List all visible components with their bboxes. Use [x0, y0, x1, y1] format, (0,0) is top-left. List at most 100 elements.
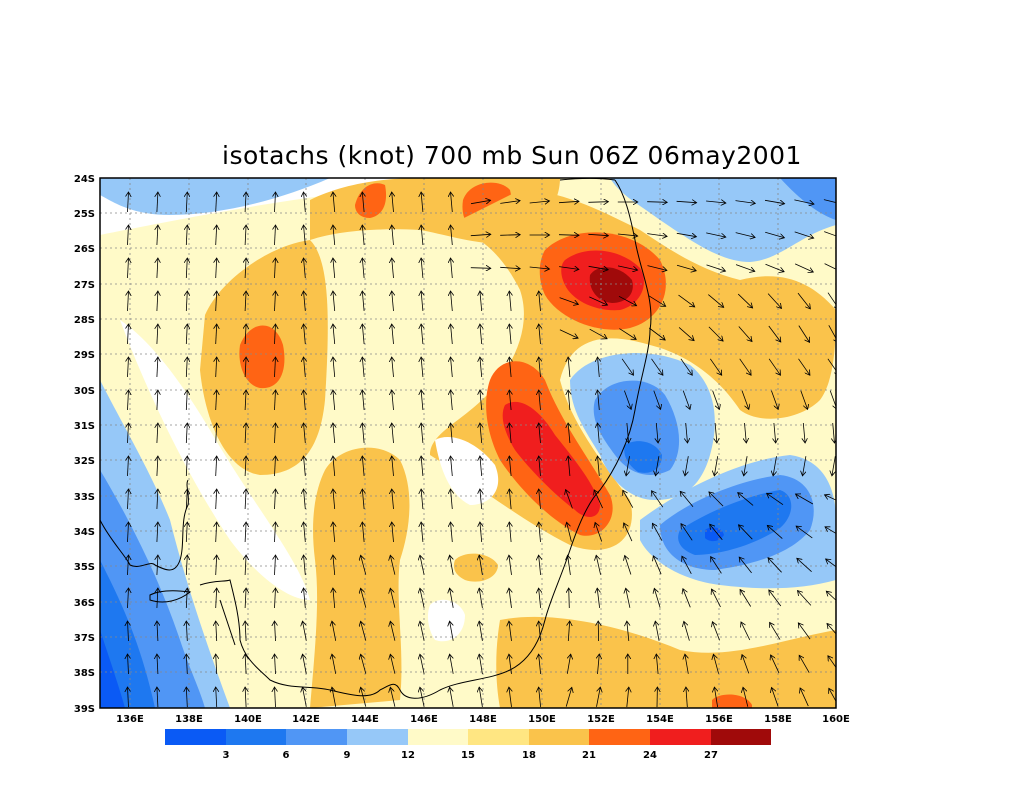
wind-vector [390, 555, 396, 575]
wind-vector [710, 524, 723, 541]
lat-label: 39S [74, 704, 95, 715]
wind-vector [680, 358, 692, 375]
wind-vector [625, 556, 632, 575]
wind-vector [647, 265, 667, 271]
wind-vector [362, 324, 364, 345]
colorbar-label: 9 [344, 750, 351, 761]
wind-vector [304, 258, 306, 279]
wind-vector [653, 390, 661, 410]
wind-vector [157, 489, 158, 510]
wind-vector [558, 235, 579, 236]
colorbar-label: 15 [461, 750, 475, 761]
colorbar-swatch [408, 729, 468, 745]
wind-vector [157, 456, 158, 477]
wind-vector [568, 621, 569, 642]
colorbar-label: 21 [582, 750, 596, 761]
lon-label: 158E [764, 714, 792, 725]
wind-vector [708, 294, 723, 308]
wind-vector [480, 522, 482, 543]
wind-vector [362, 357, 364, 378]
wind-vector [392, 258, 394, 279]
colorbar-label: 3 [223, 750, 230, 761]
wind-vector [676, 201, 697, 202]
wind-vector [500, 267, 520, 268]
lat-label: 24S [74, 174, 95, 185]
colorbar: 3 6 9 12 15 18 21 24 27 [165, 729, 771, 761]
wind-vector [275, 258, 276, 279]
wind-vector [594, 490, 603, 509]
wind-vector [332, 654, 337, 674]
wind-vector [568, 456, 570, 477]
wind-vector [421, 357, 423, 378]
wind-vector [803, 456, 806, 476]
wind-vector [333, 423, 335, 444]
wind-vector [245, 390, 246, 411]
wind-vector [598, 423, 600, 444]
wind-vector [420, 555, 425, 575]
wind-vector [559, 329, 578, 338]
wind-vector [275, 225, 276, 246]
wind-vector [216, 621, 217, 642]
lat-label: 26S [74, 244, 95, 255]
wind-vector [709, 492, 724, 507]
wind-vector [568, 390, 570, 411]
wind-vector [186, 291, 187, 312]
wind-vector [275, 687, 276, 708]
wind-vector [539, 489, 541, 510]
lon-label: 146E [410, 714, 438, 725]
wind-vector [470, 200, 491, 203]
plot-frame [99, 177, 837, 709]
wind-vector [712, 589, 721, 608]
wind-vector [768, 358, 780, 375]
wind-vector [685, 456, 688, 476]
wind-vector [480, 357, 482, 378]
wind-vector [421, 522, 423, 543]
wind-vector [157, 555, 158, 576]
wind-vector [470, 234, 491, 235]
wind-vector [745, 422, 747, 443]
lat-label: 27S [74, 280, 95, 291]
wind-vector [739, 358, 751, 375]
wind-vector [509, 423, 511, 444]
wind-vector [711, 557, 722, 574]
wind-vector [128, 225, 129, 246]
wind-vector [157, 324, 158, 345]
wind-vector [245, 489, 246, 510]
wind-vector [304, 489, 306, 510]
wind-vector [157, 687, 158, 708]
wind-vector [742, 655, 750, 674]
wind-vector [798, 325, 810, 343]
wind-vector [597, 588, 599, 608]
wind-vector [392, 357, 394, 378]
wind-vector [450, 588, 454, 608]
wind-vector [157, 423, 158, 444]
wind-vector [652, 523, 663, 541]
wind-vector [275, 423, 276, 444]
wind-vector [651, 358, 663, 375]
wind-vector [186, 489, 187, 510]
wind-vector [771, 390, 778, 410]
wind-vector [794, 263, 813, 272]
wind-vector [362, 489, 364, 510]
wind-vector [128, 555, 129, 576]
wind-vector [128, 357, 129, 378]
wind-vector [420, 687, 425, 707]
wind-vector [568, 423, 570, 444]
wind-vector [304, 192, 306, 213]
wind-vector [186, 621, 187, 642]
wind-vector [569, 588, 570, 609]
lat-label: 28S [74, 315, 95, 326]
wind-vector [774, 422, 776, 443]
wind-vector [186, 654, 187, 675]
wind-vector [420, 621, 425, 641]
wind-vector [245, 291, 246, 312]
wind-vector [800, 688, 809, 707]
wind-vector [392, 522, 394, 543]
wind-vector [676, 264, 696, 271]
wind-vector [566, 490, 573, 509]
wind-vector [737, 293, 752, 308]
wind-vector [451, 456, 453, 477]
wind-vector [128, 654, 129, 675]
wind-vector [767, 293, 781, 309]
wind-vector [362, 423, 364, 444]
